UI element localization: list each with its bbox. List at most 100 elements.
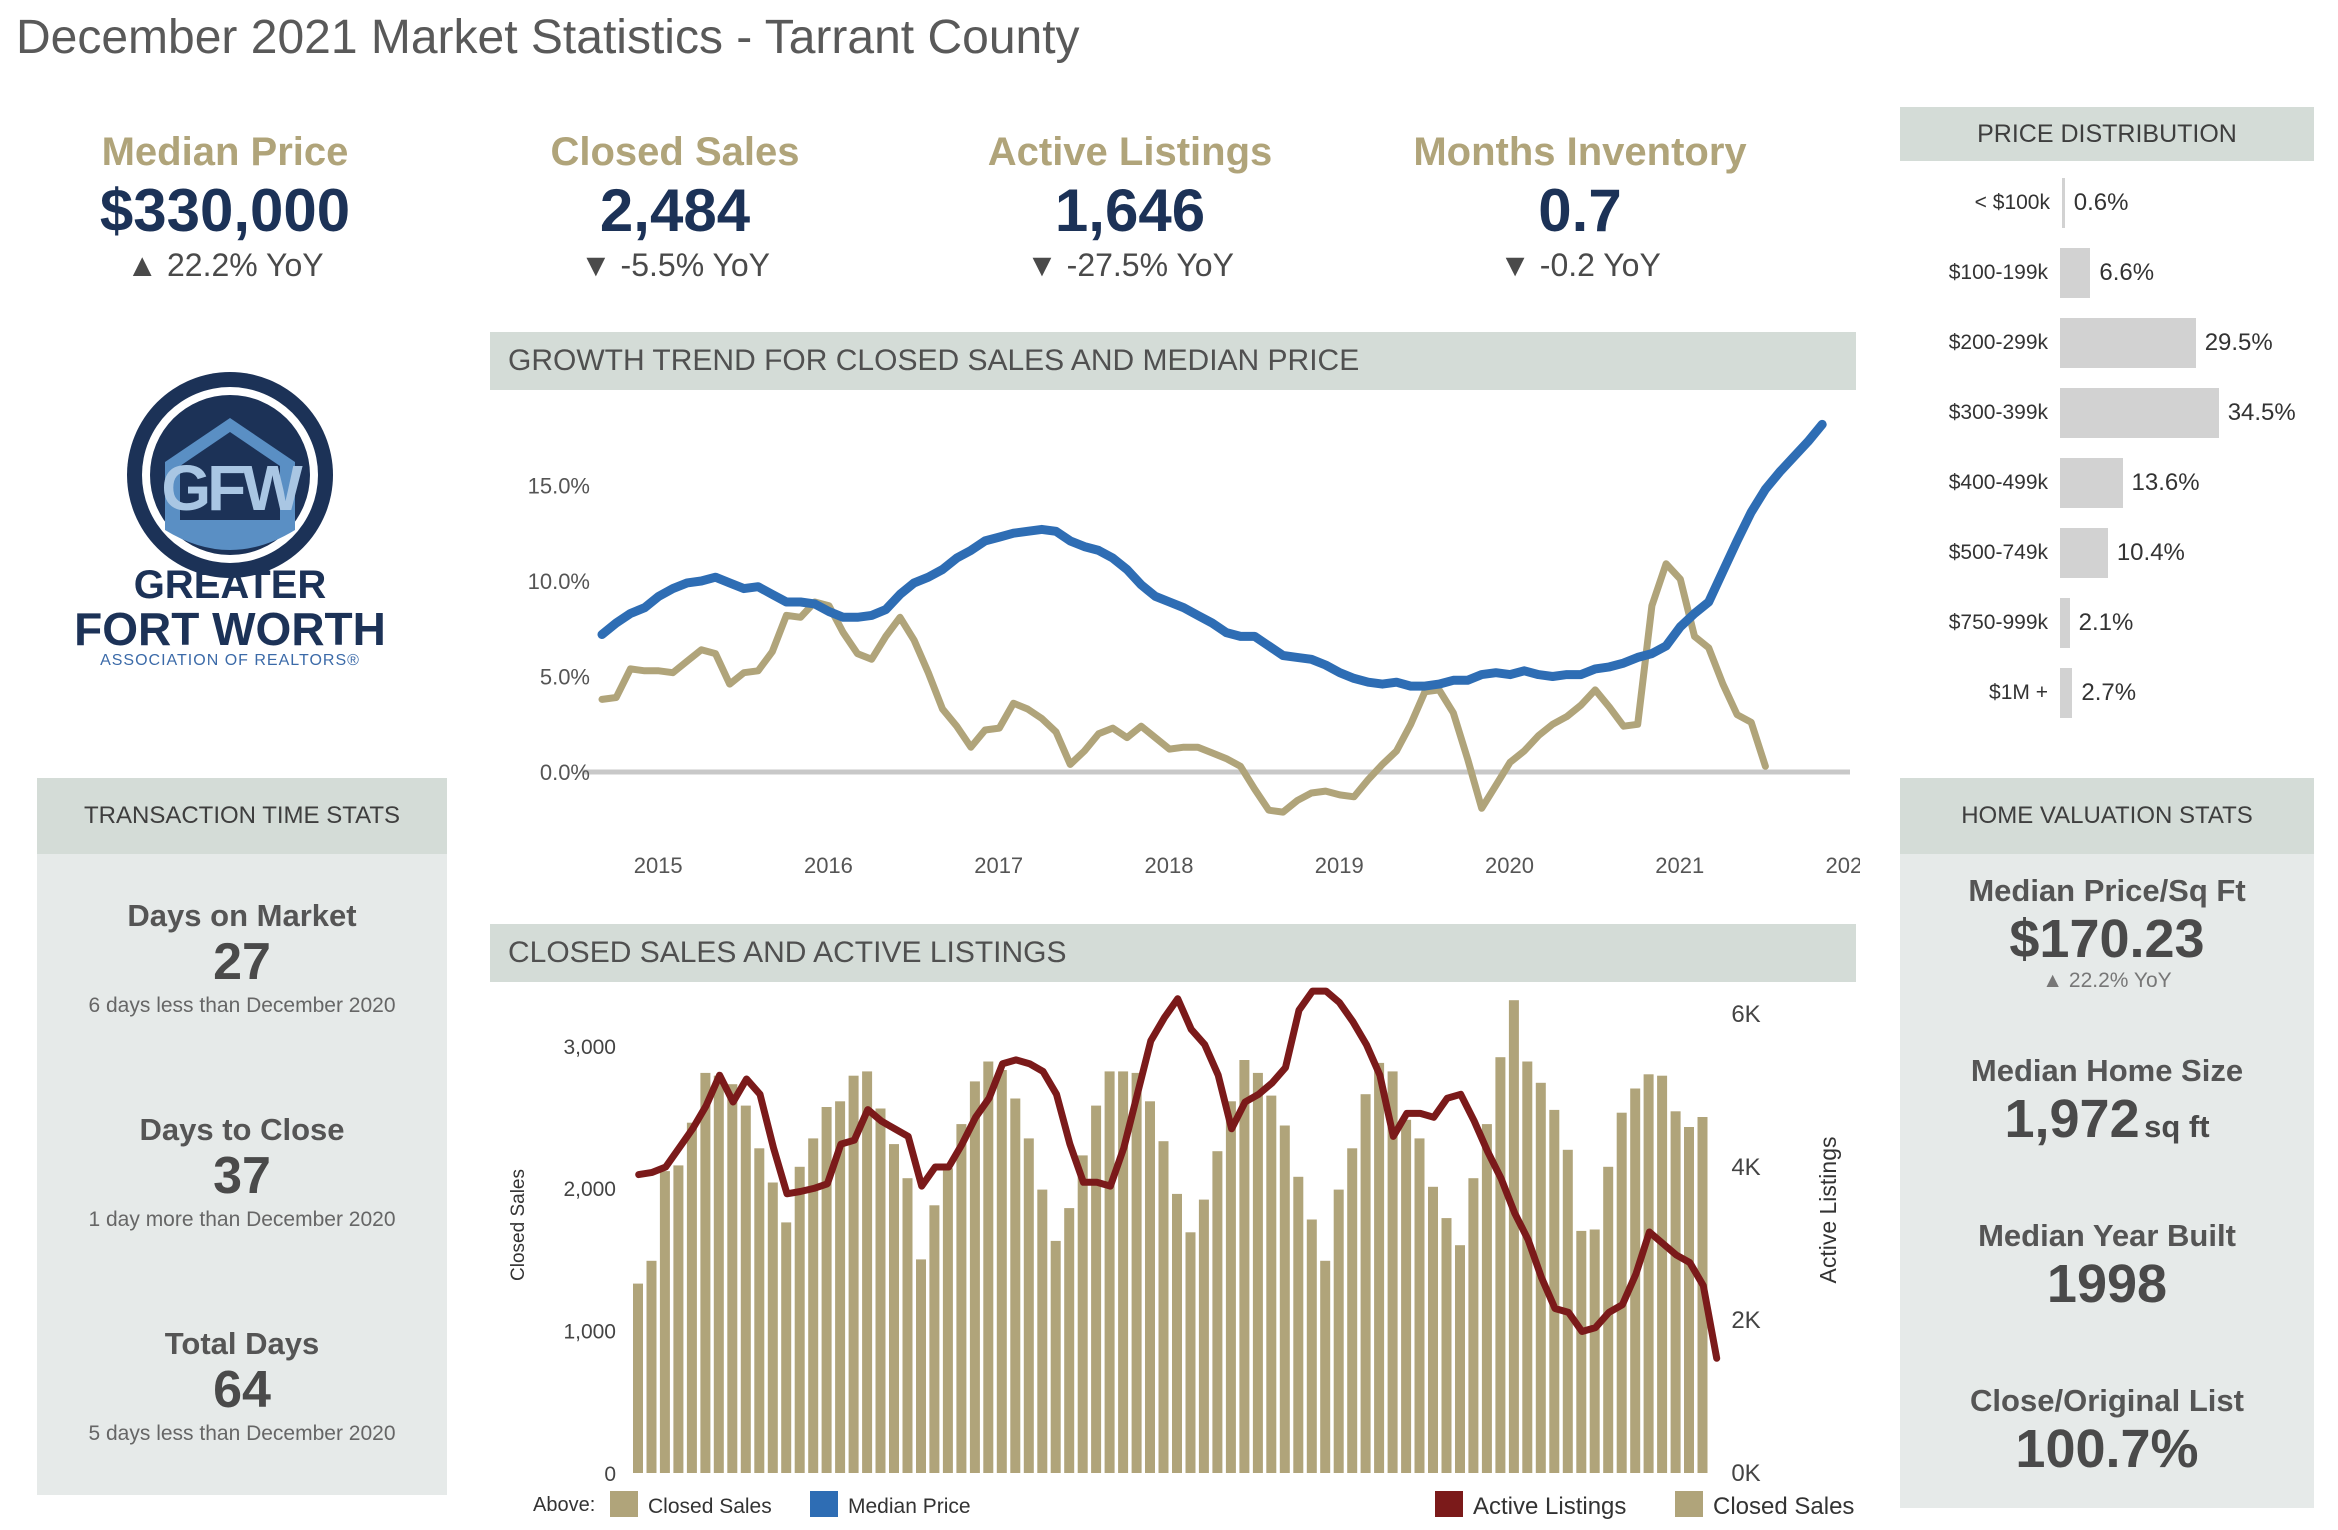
price-range-label: < $100k: [1974, 191, 2050, 214]
kpi-months-inventory: Months Inventory 0.7 ▼ -0.2 YoY: [1370, 130, 1790, 284]
stat-value: 64: [213, 1361, 271, 1419]
price-range-label: $100-199k: [1948, 261, 2048, 284]
price-range-bar: [2060, 458, 2123, 508]
closed-sales-bar: [740, 1105, 751, 1473]
growth-trend-chart: 0.0% 5.0% 10.0% 15.0% 2015 2016 2017 2018 2019 20…: [528, 419, 1860, 878]
legend-swatch: [1435, 1491, 1463, 1517]
closed-sales-bar: [1643, 1074, 1654, 1473]
closed-sales-bar: [1118, 1071, 1129, 1473]
x-tick-label: 2015: [634, 853, 683, 878]
closed-sales-bar: [862, 1071, 873, 1473]
stat-value: 100.7%: [2015, 1419, 2199, 1479]
kpi-value: 0.7: [1538, 177, 1622, 244]
price-range-label: $750-999k: [1948, 611, 2048, 634]
closed-sales-bar: [1455, 1245, 1465, 1473]
closed-sales-bar: [1347, 1148, 1358, 1473]
closed-sales-bar: [713, 1075, 724, 1473]
home-valuation-header: HOME VALUATION STATS: [1900, 778, 2314, 854]
home-valuation-panel: HOME VALUATION STATS Median Price/Sq Ft …: [1900, 778, 2314, 1508]
closed-sales-bar: [1306, 1219, 1317, 1473]
closed-sales-bar: [1293, 1176, 1304, 1473]
stat-value: 1,972: [2004, 1089, 2140, 1149]
kpi-change: ▼ -27.5% YoY: [1026, 247, 1234, 283]
price-range-bar: [2060, 318, 2196, 368]
kpi-change: ▼ -0.2 YoY: [1499, 247, 1661, 283]
days-on-market-stat: Days on Market 27 6 days less than Decem…: [37, 898, 447, 1018]
closed-sales-bar: [1320, 1260, 1331, 1473]
page-title: December 2021 Market Statistics - Tarran…: [16, 11, 1080, 64]
stat-label: Median Price/Sq Ft: [1968, 873, 2246, 908]
kpi-value: 2,484: [599, 177, 751, 244]
legend-label: Closed Sales: [648, 1495, 772, 1518]
closed-sales-bar: [916, 1259, 926, 1473]
closed-sales-bar: [1549, 1109, 1560, 1473]
closed-sales-bar: [1333, 1189, 1344, 1473]
price-per-sqft-stat: Median Price/Sq Ft $170.23 ▲ 22.2% YoY: [1900, 873, 2314, 993]
kpi-median-price: Median Price $330,000 ▲ 22.2% YoY: [15, 130, 435, 284]
closed-sales-bar: [1387, 1071, 1398, 1473]
closed-sales-bar: [835, 1101, 846, 1473]
price-range-value: 6.6%: [2099, 259, 2155, 286]
y-tick-label: 3,000: [563, 1036, 616, 1059]
closed-sales-bar: [727, 1084, 738, 1473]
y-tick-label: 5.0%: [540, 665, 590, 690]
y2-axis-title: Active Listings: [1815, 1136, 1841, 1283]
y2-tick-label: 2K: [1731, 1307, 1760, 1334]
price-range-value: 2.7%: [2081, 679, 2137, 706]
stat-note: ▲ 22.2% YoY: [2042, 969, 2172, 992]
stat-label: Median Home Size: [1970, 1053, 2244, 1088]
price-distribution-header: PRICE DISTRIBUTION: [1900, 107, 2314, 161]
y2-tick-label: 4K: [1731, 1154, 1760, 1181]
closed-sales-bar: [1145, 1101, 1155, 1473]
price-range-label: $1M +: [1989, 681, 2048, 704]
stat-note: 1 day more than December 2020: [88, 1208, 396, 1231]
legend-label: Median Price: [848, 1495, 971, 1518]
closed-sales-header: CLOSED SALES AND ACTIVE LISTINGS: [490, 924, 1856, 982]
kpi-value: 1,646: [1054, 177, 1206, 244]
closed-sales-bar: [1172, 1193, 1182, 1473]
median-price-line: [597, 419, 1827, 691]
y-tick-label: 2,000: [563, 1178, 616, 1201]
price-range-value: 13.6%: [2131, 469, 2200, 496]
stat-note: 5 days less than December 2020: [88, 1422, 396, 1445]
closed-sales-bar: [996, 1070, 1007, 1473]
closed-sales-bar: [767, 1182, 778, 1473]
price-range-value: 0.6%: [2073, 189, 2129, 216]
legend-caption: Above:: [533, 1494, 595, 1516]
year-built-stat: Median Year Built 1998: [1900, 1218, 2314, 1314]
days-to-close-stat: Days to Close 37 1 day more than Decembe…: [37, 1112, 447, 1232]
closed-sales-bar: [1670, 1111, 1681, 1473]
closed-sales-bar: [1010, 1098, 1021, 1473]
logo-emblem-text: GFW: [161, 452, 303, 524]
total-days-stat: Total Days 64 5 days less than December …: [37, 1326, 447, 1446]
y-axis-title: Closed Sales: [508, 1169, 529, 1281]
y-tick-label: 1,000: [563, 1321, 616, 1344]
gfw-emblem-icon: GFW: [127, 372, 333, 578]
closed-sales-bar: [1414, 1138, 1425, 1473]
closed-sales-bar: [1589, 1229, 1600, 1473]
kpi-value: $330,000: [99, 177, 351, 244]
closed-sales-bar: [848, 1075, 859, 1473]
price-range-value: 34.5%: [2227, 399, 2296, 426]
legend-swatch: [810, 1491, 838, 1517]
x-tick-label: 2016: [804, 853, 853, 878]
closed-sales-bar: [1441, 1218, 1452, 1473]
active-listings-line: [635, 987, 1721, 1362]
closed-sales-bar: [1050, 1240, 1061, 1473]
legend-label: Closed Sales: [1713, 1493, 1854, 1520]
stat-label: Days to Close: [139, 1112, 345, 1147]
logo-line-3: ASSOCIATION OF REALTORS®: [100, 652, 360, 669]
transaction-time-header: TRANSACTION TIME STATS: [37, 778, 447, 854]
y2-tick-label: 0K: [1731, 1460, 1760, 1487]
price-range-bar: [2060, 248, 2091, 298]
closed-sales-bar: [1603, 1166, 1614, 1473]
closed-sales-bar: [929, 1205, 940, 1473]
closed-sales-bar: [1185, 1232, 1196, 1473]
growth-trend-header: GROWTH TREND FOR CLOSED SALES AND MEDIAN…: [490, 332, 1856, 390]
y-tick-label: 15.0%: [528, 474, 590, 499]
closed-sales-bar: [1037, 1189, 1048, 1473]
transaction-time-panel: TRANSACTION TIME STATS Days on Market 27…: [37, 778, 447, 1495]
kpi-label: Median Price: [101, 130, 349, 174]
closed-sales-bar: [659, 1171, 670, 1473]
closed-sales-bar: [1158, 1141, 1169, 1473]
